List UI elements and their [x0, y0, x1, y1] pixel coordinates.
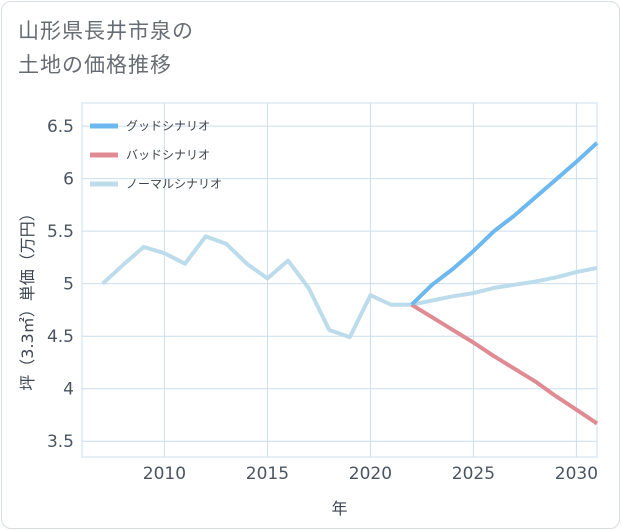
y-axis-title: 坪（3.3㎡）単価（万円） — [18, 205, 37, 390]
y-tick-label: 6.5 — [47, 117, 74, 137]
y-tick-label: 5.5 — [47, 222, 74, 242]
chart-title: 山形県長井市泉の 土地の価格推移 — [18, 14, 194, 82]
title-line-1: 山形県長井市泉の — [18, 19, 194, 43]
series-line-good — [410, 141, 599, 307]
y-tick-label: 4 — [63, 380, 74, 400]
tick-layer: 2010 2015 2020 2025 2030 3.5 4 4.5 5 5.5 6 6.5 — [47, 117, 598, 484]
series-layer — [101, 141, 599, 426]
plot-frame — [81, 102, 598, 458]
x-tick-label: 2010 — [143, 464, 186, 484]
legend-label-normal: ノーマルシナリオ — [126, 177, 222, 191]
series-line-normal — [101, 234, 598, 340]
legend-label-bad: バッドシナリオ — [126, 148, 210, 162]
y-tick-label: 6 — [63, 170, 74, 190]
y-tick-label: 4.5 — [47, 327, 74, 347]
y-tick-label: 5 — [63, 275, 74, 295]
series-line-bad — [410, 302, 599, 426]
y-tick-label: 3.5 — [47, 432, 74, 452]
title-line-2: 土地の価格推移 — [18, 53, 172, 77]
x-tick-label: 2020 — [349, 464, 392, 484]
x-tick-label: 2030 — [555, 464, 598, 484]
x-axis-title: 年 — [331, 499, 347, 518]
grid-layer — [82, 103, 597, 457]
x-tick-label: 2025 — [452, 464, 495, 484]
legend-label-good: グッドシナリオ — [126, 119, 210, 133]
x-tick-label: 2015 — [246, 464, 289, 484]
